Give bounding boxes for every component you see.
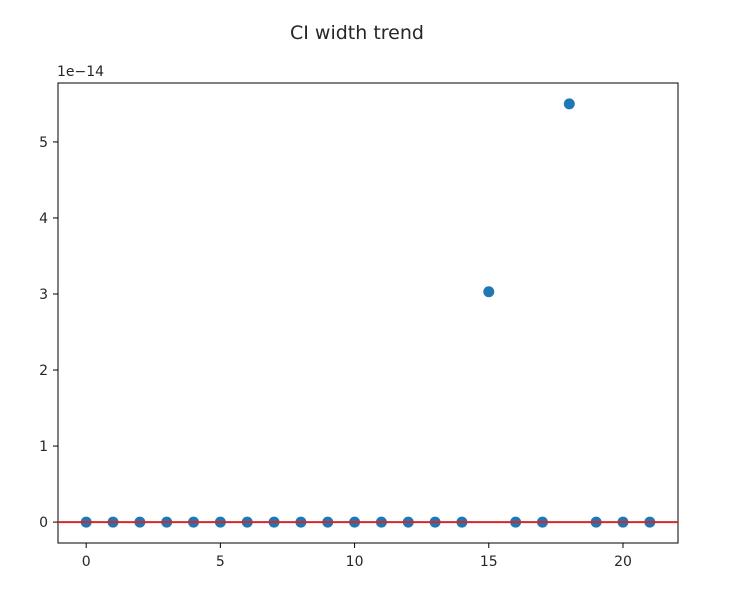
chart-title: CI width trend — [290, 22, 424, 44]
plot-area: 0 5 10 15 20 0 1 2 3 4 5 — [39, 82, 679, 570]
y-axis-offset-label: 1e−14 — [57, 64, 104, 80]
x-tick-label: 5 — [216, 554, 225, 570]
y-tick-label: 0 — [39, 515, 48, 531]
x-tick-label: 15 — [480, 554, 498, 570]
y-tick-label: 5 — [39, 135, 48, 151]
x-tick-label: 10 — [346, 554, 364, 570]
y-tick-label: 2 — [39, 363, 48, 379]
data-point — [483, 286, 495, 298]
y-tick-label: 3 — [39, 287, 48, 303]
data-point — [563, 98, 575, 110]
x-tick-label: 20 — [614, 554, 632, 570]
axes-frame — [57, 82, 679, 544]
y-tick-label: 4 — [39, 211, 48, 227]
x-tick-label: 0 — [82, 554, 91, 570]
y-tick-label: 1 — [39, 439, 48, 455]
